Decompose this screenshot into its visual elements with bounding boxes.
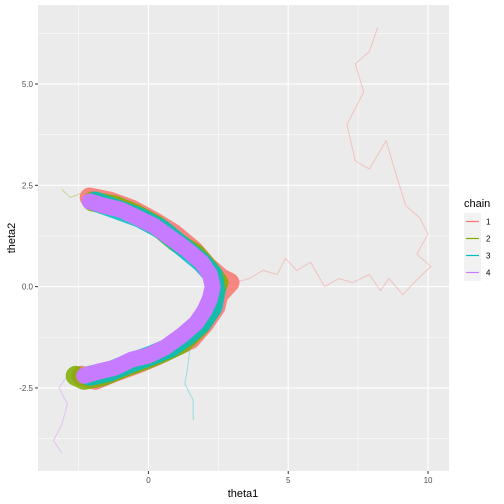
y-axis-title: theta2 [6, 223, 18, 254]
panel-background [38, 5, 449, 471]
series-4-trace-edge [83, 200, 214, 377]
x-axis: 0 5 10 [146, 471, 433, 485]
y-tick-label: 5.0 [22, 80, 34, 89]
legend: chain 1 2 3 4 [464, 198, 491, 281]
x-axis-title: theta1 [228, 488, 259, 500]
legend-label-4: 4 [486, 269, 491, 278]
x-tick-label: 5 [286, 476, 291, 485]
series-3-warmup-trace [184, 343, 194, 421]
legend-label-3: 3 [486, 252, 491, 261]
x-tick-label: 10 [424, 476, 433, 485]
y-tick-label: 2.5 [22, 181, 34, 190]
legend-title: chain [464, 198, 490, 210]
y-tick-label: 0.0 [22, 283, 34, 292]
x-tick-label: 0 [146, 476, 151, 485]
legend-label-1: 1 [486, 218, 491, 227]
legend-label-2: 2 [486, 235, 491, 244]
minor-gridlines [38, 5, 449, 471]
y-axis: -2.5 0.0 2.5 5.0 [19, 80, 38, 393]
major-gridlines [38, 5, 449, 471]
series-1-warmup-trace [234, 27, 432, 296]
series-layer [52, 27, 432, 454]
y-tick-label: -2.5 [19, 384, 33, 393]
